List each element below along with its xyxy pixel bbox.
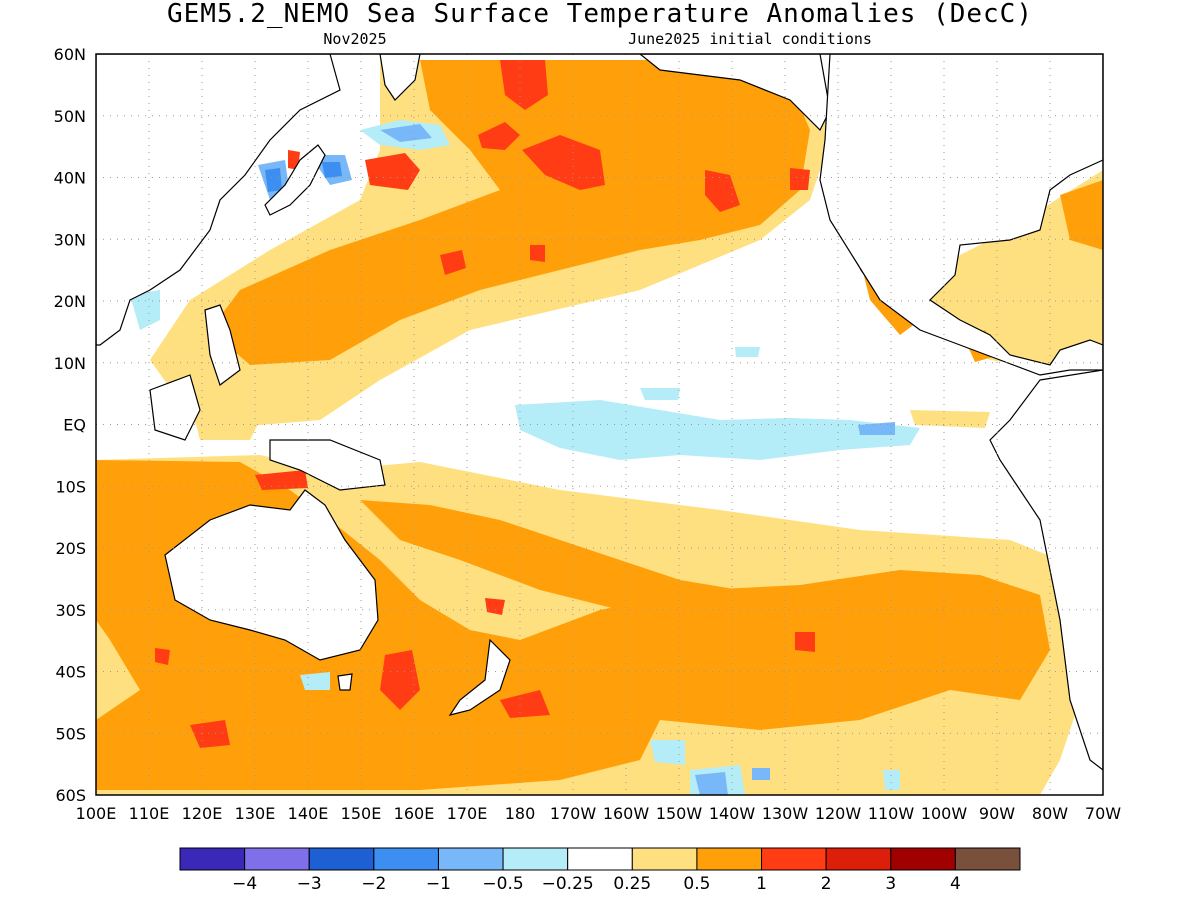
x-tick-label: 150W: [656, 804, 703, 823]
x-tick-label: 110E: [129, 804, 170, 823]
map-frame: [95, 53, 1104, 796]
colorbar-swatch: [696, 847, 763, 871]
philippines: [204, 304, 241, 386]
y-axis-latitude-labels: 60N 50N 40N 30N 20N 10N EQ 10S 20S 30S 40S 50S 60S: [54, 45, 86, 805]
x-tick-label: 160E: [394, 804, 435, 823]
borneo: [149, 374, 201, 441]
y-tick-label: 50N: [54, 107, 86, 126]
y-tick-label: 40S: [55, 663, 86, 682]
y-tick-label: 50S: [55, 724, 86, 743]
x-tick-label: 100E: [76, 804, 117, 823]
colorbar-label: −3: [297, 874, 322, 894]
chart-subtitle-left: Nov2025: [323, 30, 386, 48]
colorbar-label: −1: [426, 874, 451, 894]
alaska: [639, 54, 831, 132]
anomaly-field: [96, 54, 1103, 795]
x-tick-label: 140W: [709, 804, 756, 823]
x-tick-label: 110W: [868, 804, 915, 823]
colorbar-swatch: [890, 847, 956, 871]
kamchatka: [379, 54, 421, 101]
y-tick-label: 60S: [55, 786, 86, 805]
x-axis-longitude-labels: 100E 110E 120E 130E 140E 150E 160E 170E 180 170W 1…: [76, 804, 1122, 823]
x-tick-label: 120W: [815, 804, 862, 823]
colorbar-label: 4: [950, 874, 961, 894]
x-tick-label: 100W: [921, 804, 968, 823]
colorbar-label: 1: [756, 874, 767, 894]
colorbar-swatch: [631, 847, 698, 871]
colorbar-swatch: [825, 847, 892, 871]
x-tick-label: 120E: [182, 804, 223, 823]
x-tick-label: 90W: [979, 804, 1015, 823]
chart-subtitle-right: June2025 initial conditions: [628, 30, 872, 48]
y-tick-label: 30N: [54, 230, 86, 249]
x-tick-label: 160W: [603, 804, 650, 823]
anomaly-contours-neg-0.25: [130, 120, 920, 795]
colorbar-legend: −4 −3 −2 −1 −0.5 −0.25 0.25 0.5 1 2 3 4: [179, 847, 1021, 894]
colorbar-label: −4: [232, 874, 257, 894]
tasmania: [337, 673, 353, 691]
x-tick-label: 140E: [288, 804, 329, 823]
y-tick-label: 20S: [55, 539, 86, 558]
colorbar-swatch: [567, 847, 633, 871]
x-tick-label: 80W: [1032, 804, 1068, 823]
colorbar-swatch: [179, 847, 246, 871]
y-tick-label: 60N: [54, 45, 86, 64]
new-zealand: [448, 638, 511, 716]
colorbar-swatch: [437, 847, 504, 871]
x-tick-label: 170E: [447, 804, 488, 823]
colorbar-label: 2: [821, 874, 832, 894]
colorbar-label: 3: [885, 874, 896, 894]
x-tick-label: 170W: [550, 804, 597, 823]
y-tick-label: 20N: [54, 292, 86, 311]
chart-title: GEM5.2_NEMO Sea Surface Temperature Anom…: [167, 0, 1033, 29]
new-guinea: [269, 439, 386, 491]
map-plot-area: [95, 53, 1104, 796]
x-tick-label: 70W: [1085, 804, 1121, 823]
y-tick-label: 10S: [55, 477, 86, 496]
y-tick-label: 40N: [54, 169, 86, 188]
y-tick-label: 30S: [55, 601, 86, 620]
x-tick-label: 130W: [762, 804, 809, 823]
colorbar-swatch: [244, 847, 310, 871]
asia-landmass: [96, 54, 341, 346]
colorbar-label: 0.25: [613, 874, 651, 894]
y-tick-label: EQ: [63, 416, 86, 435]
colorbar-swatch: [502, 847, 569, 871]
australia-landmass: [164, 489, 379, 661]
japan-islands: [264, 144, 326, 216]
y-tick-label: 10N: [54, 354, 86, 373]
x-tick-label: 130E: [235, 804, 276, 823]
colorbar-swatch: [308, 847, 375, 871]
colorbar-swatch: [761, 847, 827, 871]
colorbar-label: −2: [361, 874, 386, 894]
colorbar-swatch: [373, 847, 439, 871]
coastlines: [96, 54, 1103, 771]
x-tick-label: 180: [505, 804, 536, 823]
colorbar-label: −0.25: [542, 874, 594, 894]
colorbar-swatch: [954, 847, 1021, 871]
colorbar-label: 0.5: [683, 874, 710, 894]
x-tick-label: 150E: [341, 804, 382, 823]
south-america-landmass: [989, 369, 1103, 771]
north-america-landmass: [819, 54, 1103, 376]
colorbar-label: −0.5: [482, 874, 523, 894]
